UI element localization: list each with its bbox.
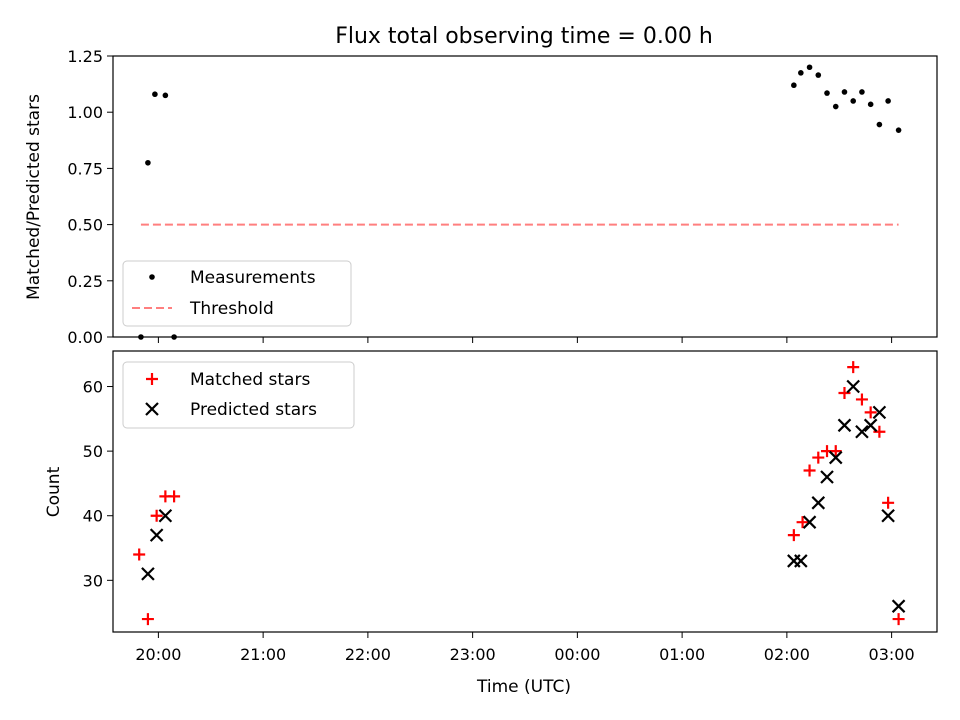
y-tick-label: 1.25 [67, 47, 103, 66]
predicted-star-point [881, 508, 895, 523]
matched-star-point [873, 425, 886, 438]
predicted-star-point [158, 508, 173, 523]
predicted-star-point [891, 599, 906, 613]
top-plot-frame [112, 55, 938, 338]
matched-star-point [150, 509, 163, 522]
matched-star-point [864, 406, 877, 419]
predicted-star-point [855, 424, 869, 439]
y-tick-label: 0.00 [67, 328, 103, 347]
measurement-point [152, 91, 158, 98]
legend-matched-marker [146, 373, 158, 385]
predicted-star-point [811, 496, 826, 510]
legend-box [122, 260, 352, 327]
top-y-axis-label: Matched/Predicted stars [24, 94, 44, 300]
legend-measurements-label: Measurements [190, 268, 316, 288]
measurement-point [867, 101, 874, 108]
y-tick-label: 1.00 [67, 103, 103, 122]
x-axis-label: Time (UTC) [476, 677, 571, 697]
x-tick-label: 20:00 [135, 645, 181, 664]
bottom-plot-frame [112, 350, 938, 633]
measurement-point [145, 159, 151, 166]
x-tick-label: 23:00 [450, 645, 496, 664]
measurement-point [791, 82, 797, 89]
measurement-point [850, 98, 857, 104]
predicted-star-point [837, 418, 852, 433]
measurement-point [806, 64, 813, 71]
legend-box [122, 361, 355, 429]
measurement-point [841, 89, 848, 95]
measurement-point [162, 92, 169, 99]
legend-predicted-label: Predicted stars [190, 400, 317, 420]
legend-threshold-label: Threshold [189, 299, 274, 319]
measurement-point [798, 70, 804, 76]
bottom-axes: 30 40 50 60 20:00 21:00 22:00 23:00 00:00 01:00 02… [83, 350, 938, 664]
top-axes: 0.00 0.25 0.50 0.75 1.00 1.25 Measurements Thre… [67, 47, 938, 347]
matched-star-point [133, 548, 146, 561]
predicted-star-point [846, 379, 860, 394]
matched-star-point [796, 516, 809, 529]
y-tick-label: 0.75 [67, 159, 103, 178]
matched-star-point [838, 386, 851, 399]
predicted-star-point [802, 515, 817, 529]
measurement-point [859, 89, 865, 95]
measurement-point [876, 121, 883, 128]
top-legend: Measurements Threshold [122, 260, 352, 327]
predicted-star-point [141, 567, 155, 581]
measurement-point [895, 127, 902, 133]
y-tick-label: 50 [83, 442, 103, 461]
bottom-legend: Matched stars Predicted stars [122, 361, 355, 429]
x-tick-label: 00:00 [554, 645, 600, 664]
measurement-point [824, 90, 830, 96]
x-tick-label: 22:00 [345, 645, 391, 664]
matched-star-point [892, 613, 905, 626]
matched-star-point [855, 393, 868, 406]
chart-title: Flux total observing time = 0.00 h [335, 24, 713, 49]
x-tick-label: 01:00 [659, 645, 705, 664]
predicted-star-point [794, 554, 808, 568]
measurement-point [832, 103, 839, 110]
y-tick-label: 0.50 [67, 216, 103, 235]
predicted-star-point [863, 418, 878, 433]
predicted-star-point [820, 470, 834, 484]
matched-star-point [882, 496, 895, 509]
predicted-star-point [149, 528, 164, 542]
matched-star-point [141, 613, 154, 626]
x-tick-label: 21:00 [240, 645, 286, 664]
predicted-star-point [828, 450, 843, 465]
matched-star-point [829, 445, 842, 458]
matched-star-point [847, 361, 860, 374]
predicted-star-point [872, 405, 887, 420]
matched-star-point [168, 490, 181, 503]
matched-star-point [787, 529, 800, 542]
matched-star-point [803, 464, 816, 477]
y-tick-label: 60 [83, 378, 103, 397]
measurement-point [885, 98, 891, 104]
measurement-point [815, 72, 822, 78]
x-tick-label: 03:00 [869, 645, 915, 664]
bottom-y-axis-label: Count [44, 466, 64, 517]
y-tick-label: 40 [83, 507, 103, 526]
legend-matched-label: Matched stars [190, 370, 310, 390]
matched-star-point [812, 451, 825, 464]
x-tick-label: 02:00 [764, 645, 810, 664]
legend-predicted-marker [145, 402, 159, 416]
y-tick-label: 30 [83, 571, 103, 590]
legend-measurements-marker [149, 274, 155, 280]
y-tick-label: 0.25 [67, 272, 103, 291]
